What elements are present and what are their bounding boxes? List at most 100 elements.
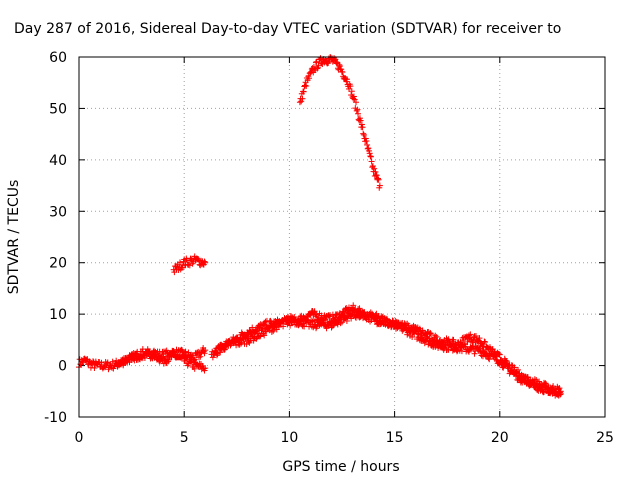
data-point xyxy=(475,344,482,351)
data-point xyxy=(427,330,434,337)
data-point xyxy=(299,95,306,102)
data-point xyxy=(365,145,372,152)
data-point xyxy=(470,343,477,350)
data-point xyxy=(478,352,485,359)
data-point xyxy=(348,88,355,95)
series-arc-mid xyxy=(170,253,209,276)
data-point xyxy=(424,334,431,341)
data-point xyxy=(201,258,208,265)
y-tick-label: 40 xyxy=(49,153,67,169)
data-point xyxy=(350,302,357,309)
data-point xyxy=(351,306,358,313)
data-point xyxy=(233,336,240,343)
data-point xyxy=(300,88,307,95)
data-point xyxy=(341,309,348,316)
data-point xyxy=(254,334,261,341)
data-point xyxy=(353,99,360,106)
data-point xyxy=(348,315,355,322)
x-tick-label: 20 xyxy=(491,430,509,446)
data-point xyxy=(311,308,318,315)
data-point xyxy=(329,323,336,330)
data-point xyxy=(182,348,189,355)
data-point xyxy=(202,259,209,266)
data-point xyxy=(327,312,334,319)
data-point xyxy=(540,389,547,396)
data-point xyxy=(217,349,224,356)
data-point xyxy=(245,338,252,345)
data-point xyxy=(209,354,216,361)
data-point xyxy=(465,347,472,354)
data-point xyxy=(131,357,138,364)
x-axis-ticks: 0 5 10 15 20 25 xyxy=(75,57,614,446)
data-point xyxy=(268,328,275,335)
data-point xyxy=(471,350,478,357)
y-tick-label: 30 xyxy=(49,204,67,220)
x-tick-label: 25 xyxy=(596,430,614,446)
data-point xyxy=(83,357,90,364)
data-point xyxy=(476,335,483,342)
y-axis-label: SDTVAR / TECUs xyxy=(6,180,22,295)
x-tick-label: 0 xyxy=(75,430,84,446)
data-point xyxy=(472,332,479,339)
data-points xyxy=(76,54,564,399)
data-point xyxy=(496,351,503,358)
data-point xyxy=(245,331,252,338)
data-point xyxy=(357,117,364,124)
data-point xyxy=(197,353,204,360)
y-axis-ticks: -10 0 10 20 30 40 50 60 xyxy=(44,50,605,426)
data-point xyxy=(354,106,361,113)
data-point xyxy=(421,329,428,336)
data-point xyxy=(221,346,228,353)
data-point xyxy=(442,343,449,350)
data-point xyxy=(482,339,489,346)
data-point xyxy=(381,320,388,327)
data-point xyxy=(376,318,383,325)
data-point xyxy=(152,349,159,356)
data-point xyxy=(125,356,132,363)
data-point xyxy=(263,328,270,335)
data-point xyxy=(372,168,379,175)
data-point xyxy=(310,317,317,324)
data-point xyxy=(458,341,465,348)
data-point xyxy=(283,315,290,322)
data-point xyxy=(333,60,340,67)
data-point xyxy=(306,70,313,77)
data-point xyxy=(369,163,376,170)
data-point xyxy=(165,356,172,363)
data-point xyxy=(358,121,365,128)
data-point xyxy=(303,82,310,89)
data-point xyxy=(371,315,378,322)
data-point xyxy=(334,321,341,328)
data-point xyxy=(355,110,362,117)
data-point xyxy=(336,61,343,68)
data-point xyxy=(201,350,208,357)
data-point xyxy=(374,175,381,182)
data-point xyxy=(286,315,293,322)
data-point xyxy=(280,320,287,327)
data-point xyxy=(114,363,121,370)
data-point xyxy=(256,333,263,340)
data-point xyxy=(344,76,351,83)
y-tick-label: -10 xyxy=(44,410,67,426)
data-point xyxy=(287,322,294,329)
data-point xyxy=(530,380,537,387)
data-point xyxy=(347,83,354,90)
data-point xyxy=(360,309,367,316)
data-point xyxy=(333,312,340,319)
data-point xyxy=(503,358,510,365)
data-point xyxy=(552,386,559,393)
data-point xyxy=(318,60,325,67)
grid-lines xyxy=(79,57,605,417)
data-point xyxy=(158,356,165,363)
data-point xyxy=(273,326,280,333)
data-point xyxy=(296,321,303,328)
data-point xyxy=(197,262,204,269)
data-point xyxy=(353,107,360,114)
data-point xyxy=(383,316,390,323)
data-point xyxy=(359,124,366,131)
data-point xyxy=(515,366,522,373)
series-arc-peak xyxy=(296,54,383,191)
data-point xyxy=(171,351,178,358)
data-point xyxy=(511,364,518,371)
